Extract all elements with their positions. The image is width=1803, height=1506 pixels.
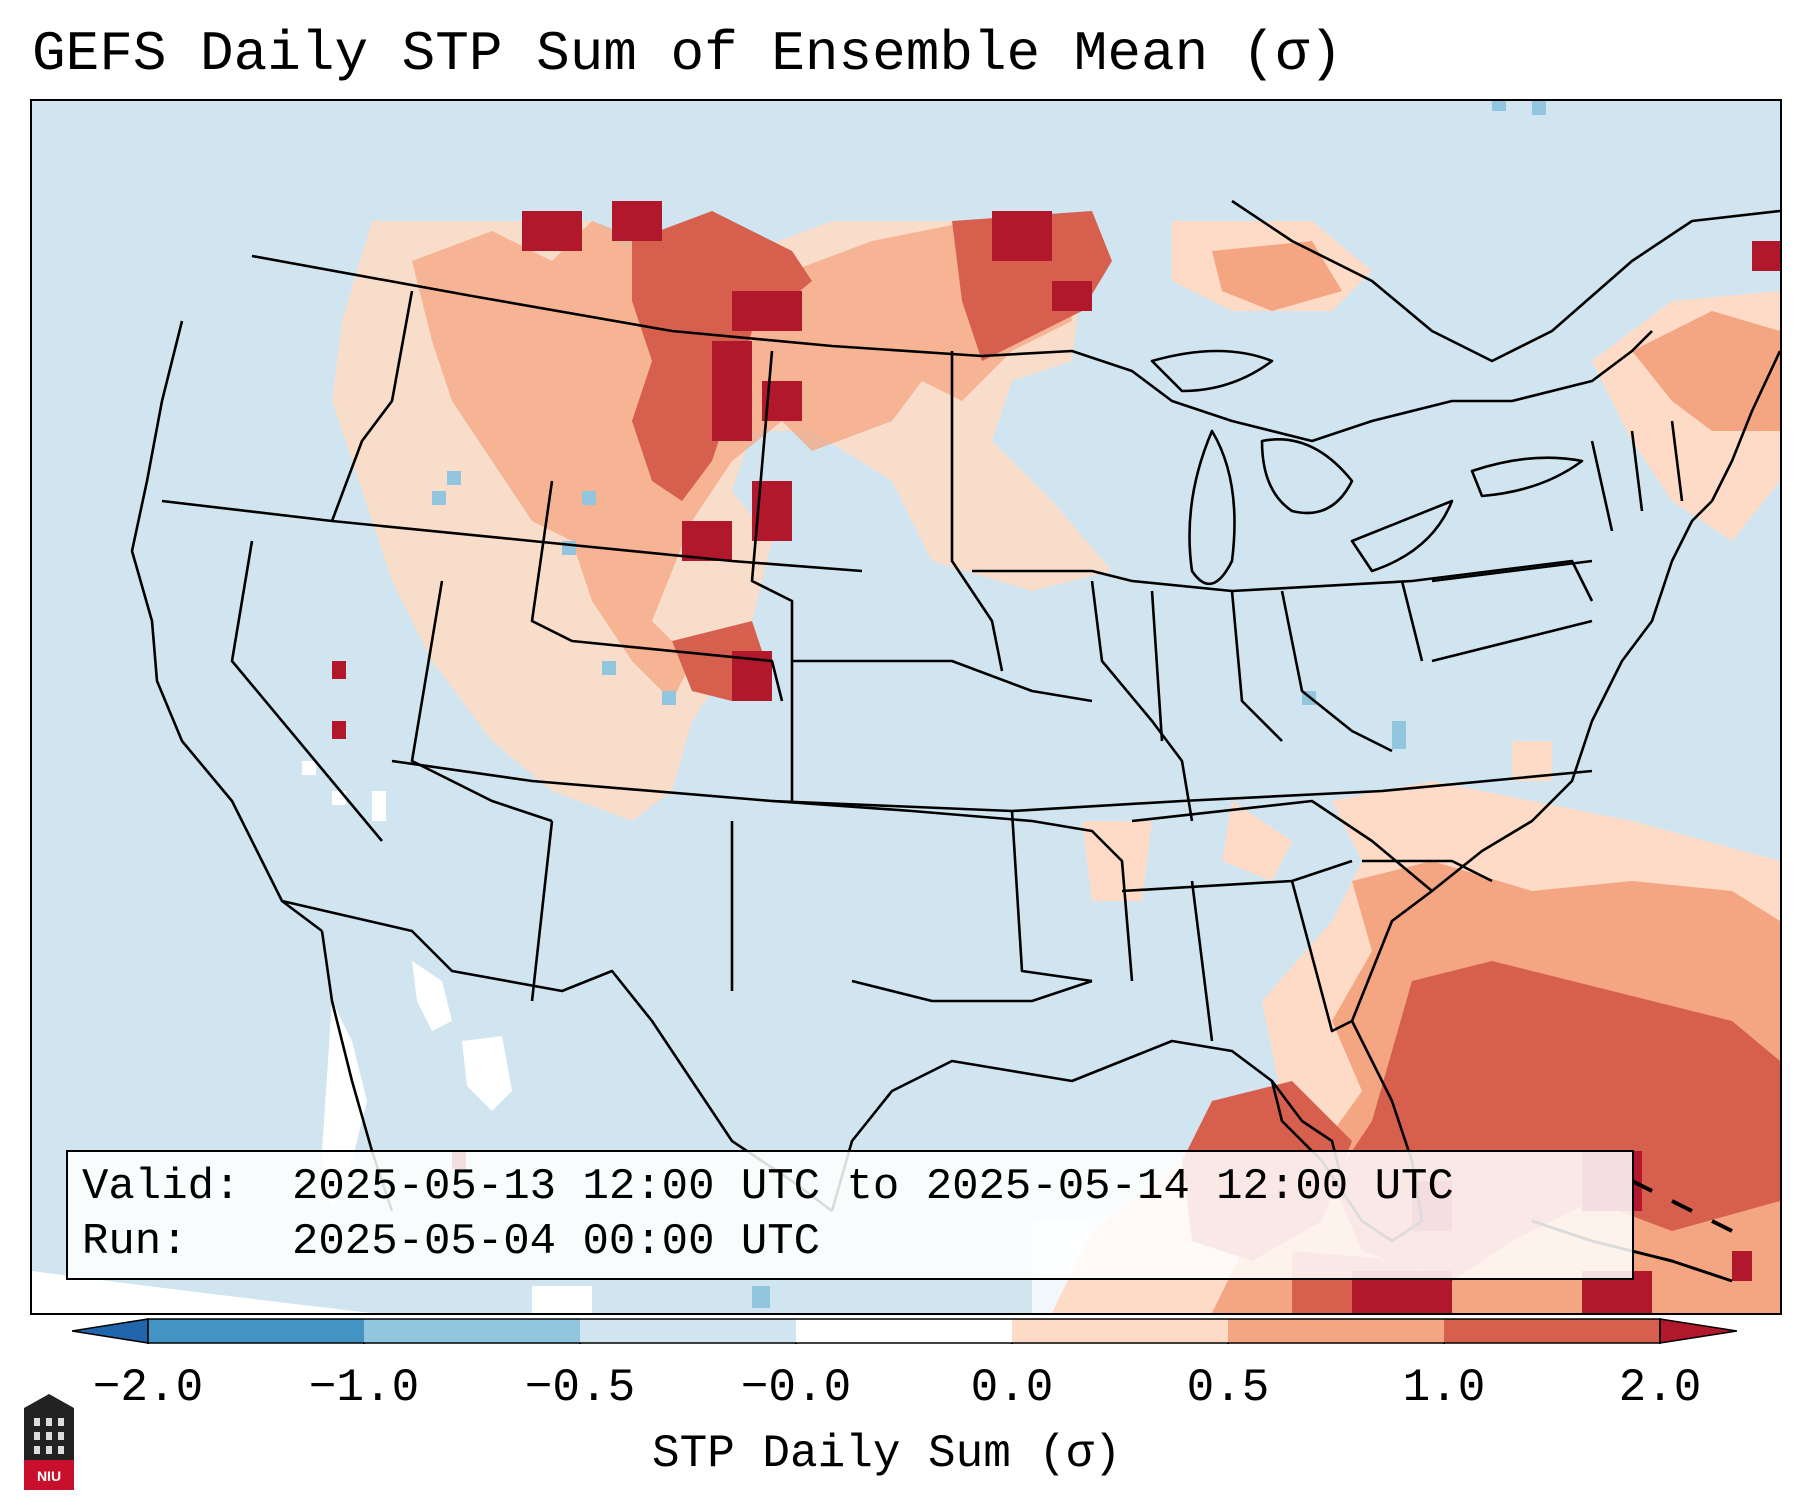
map-canvas	[32, 101, 1780, 1313]
colorbar-tick-label: −0.5	[524, 1362, 636, 1414]
anomaly-negative	[432, 101, 1546, 1308]
colorbar-tick-label: −0.0	[740, 1362, 852, 1414]
validity-info-box: Valid: 2025-05-13 12:00 UTC to 2025-05-14…	[66, 1150, 1634, 1280]
colorbar-bin	[796, 1319, 1012, 1343]
colorbar-tick-label: 0.5	[1186, 1362, 1270, 1414]
valid-value: 2025-05-13 12:00 UTC to 2025-05-14 12:00…	[292, 1162, 1454, 1212]
colorbar-extend-low	[72, 1318, 149, 1344]
colorbar-bin	[1444, 1319, 1660, 1343]
colorbar-extend-high	[1659, 1318, 1737, 1344]
colorbar-tick-label: 0.0	[970, 1362, 1054, 1414]
colorbar-bin	[1012, 1319, 1228, 1343]
run-value: 2025-05-04 00:00 UTC	[292, 1217, 821, 1267]
logo-text: NIU	[36, 1468, 62, 1484]
colorbar-tick-label: −2.0	[92, 1362, 204, 1414]
valid-label: Valid:	[82, 1162, 241, 1212]
colorbar-tick-label: −1.0	[308, 1362, 420, 1414]
colorbar-tick-label: 2.0	[1618, 1362, 1702, 1414]
colorbar-label: STP Daily Sum (σ)	[652, 1428, 1122, 1480]
map-panel	[30, 99, 1782, 1315]
niu-logo-icon	[24, 1394, 74, 1490]
colorbar-bin	[1228, 1319, 1444, 1343]
colorbar-tick-label: 1.0	[1402, 1362, 1486, 1414]
colorbar	[72, 1318, 1737, 1344]
colorbar-bin	[580, 1319, 796, 1343]
chart-title: GEFS Daily STP Sum of Ensemble Mean (σ)	[32, 22, 1343, 86]
run-row: Run: 2025-05-04 00:00 UTC	[82, 1215, 1618, 1270]
colorbar-bin	[148, 1319, 364, 1343]
colorbar-bin	[364, 1319, 580, 1343]
valid-row: Valid: 2025-05-13 12:00 UTC to 2025-05-14…	[82, 1160, 1618, 1215]
run-label: Run:	[82, 1217, 188, 1267]
political-boundaries	[130, 199, 1780, 1283]
